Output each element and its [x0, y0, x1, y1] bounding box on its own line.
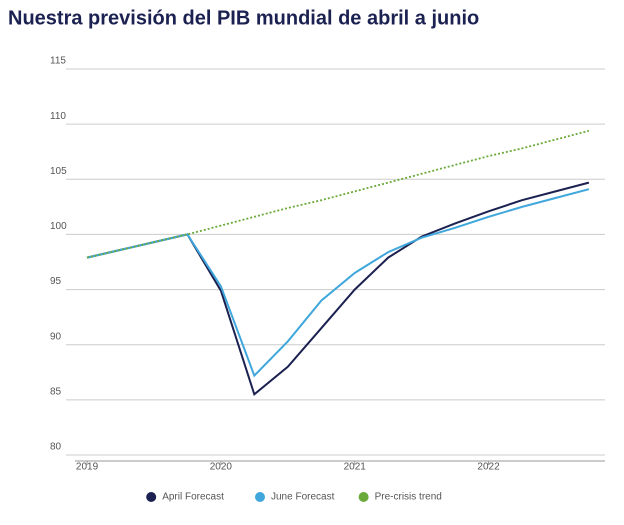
x-tick-label: 2021 — [344, 462, 367, 473]
series-line — [86, 181, 590, 397]
x-tick-label: 2022 — [477, 462, 500, 473]
y-tick-label: 115 — [50, 56, 66, 67]
x-tick-label: 2020 — [210, 462, 233, 473]
legend-marker — [146, 492, 157, 502]
y-tick-label: 95 — [50, 276, 62, 287]
y-tick-label: 90 — [50, 331, 62, 342]
chart-title: Nuestra previsión del PIB mundial de abr… — [8, 7, 479, 29]
legend-marker — [358, 492, 369, 502]
legend-label: April Forecast — [162, 492, 224, 503]
x-tick-label: 2019 — [76, 462, 99, 473]
y-tick-label: 100 — [50, 221, 67, 232]
y-tick-label: 80 — [50, 442, 62, 453]
y-tick-label: 85 — [50, 386, 62, 397]
y-tick-label: 105 — [50, 166, 67, 177]
legend-label: June Forecast — [271, 492, 335, 503]
series-line — [86, 129, 590, 259]
series-line — [86, 188, 590, 378]
y-tick-label: 110 — [50, 111, 66, 122]
legend-label: Pre-crisis trend — [375, 492, 442, 503]
legend-marker — [255, 492, 265, 502]
